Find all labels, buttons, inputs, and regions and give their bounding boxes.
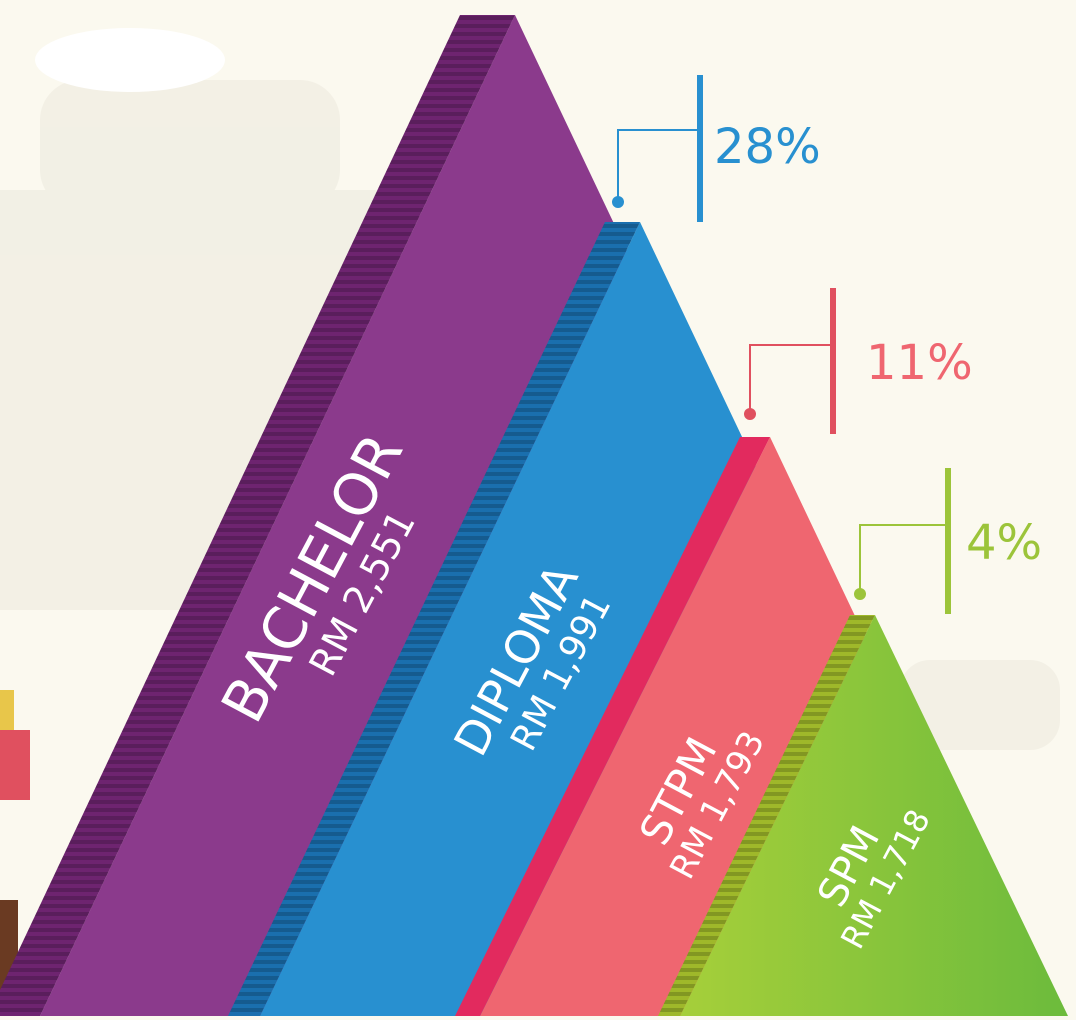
edge-shape — [0, 690, 14, 730]
share-label: 28% — [714, 119, 821, 175]
spm-side-stripes — [658, 615, 875, 1016]
stpm-side — [455, 437, 770, 1016]
spm-callout — [854, 468, 951, 614]
stpm-callout — [744, 288, 836, 434]
bachelor-side-stripes — [0, 15, 515, 1016]
share-label: 11% — [866, 335, 973, 391]
share-label: 4% — [966, 515, 1042, 571]
diploma-callout — [612, 75, 703, 222]
edge-shape — [0, 730, 30, 800]
cloud — [35, 28, 225, 92]
diploma-side-stripes — [228, 222, 640, 1016]
spm-face — [680, 615, 1068, 1016]
